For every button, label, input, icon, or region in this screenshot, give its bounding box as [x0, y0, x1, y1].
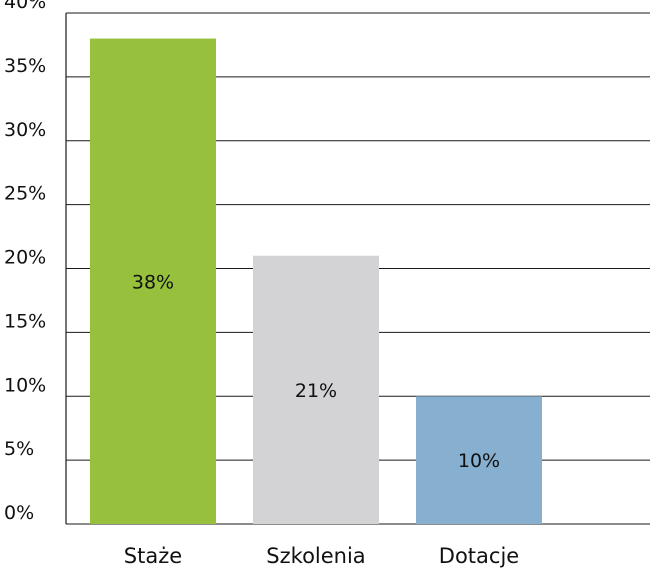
x-category-label: Staże — [124, 544, 182, 568]
bar-value-label: 10% — [458, 450, 500, 472]
y-tick-label: 10% — [4, 374, 46, 396]
y-tick-label: 20% — [4, 247, 46, 269]
bar-2 — [253, 255, 379, 524]
y-tick-label: 35% — [4, 55, 46, 77]
y-tick-label: 30% — [4, 119, 46, 141]
bar-value-label: 21% — [295, 380, 337, 402]
y-tick-label: 5% — [4, 438, 34, 460]
bars — [90, 38, 542, 525]
x-category-label: Szkolenia — [266, 544, 365, 568]
x-category-label: Dotacje — [439, 544, 519, 568]
data-labels: 38% 21% 10% — [132, 271, 500, 472]
y-tick-label: 15% — [4, 310, 46, 332]
y-tick-label: 40% — [4, 0, 46, 13]
x-axis-category-labels: Staże Szkolenia Dotacje — [124, 544, 519, 568]
y-tick-label: 25% — [4, 183, 46, 205]
y-tick-label: 0% — [4, 502, 34, 524]
bar-value-label: 38% — [132, 271, 174, 293]
y-axis-tick-labels: 0% 5% 10% 15% 20% 25% 30% 35% 40% — [4, 0, 46, 524]
bar-3 — [416, 396, 542, 524]
bar-1 — [90, 38, 216, 525]
